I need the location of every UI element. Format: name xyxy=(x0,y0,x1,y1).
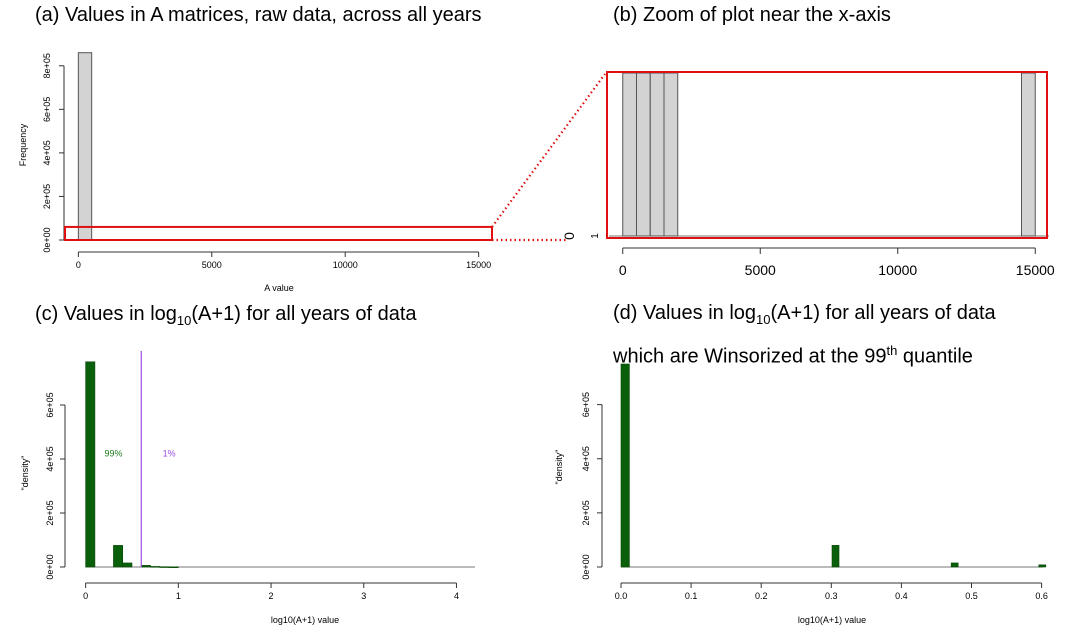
a-x-tick-label: 10000 xyxy=(333,260,358,270)
b-hist-bar xyxy=(636,72,651,237)
panel-d-title-line2-pre: which are Winsorized at the 99 xyxy=(613,345,887,368)
a-zoom-region-box xyxy=(64,225,493,242)
d-y-tick-label: 2e+05 xyxy=(581,500,591,525)
c-x-tick-label: 3 xyxy=(361,591,366,601)
panel-c-title-pre: (c) Values in log xyxy=(35,303,177,325)
a-x-tick-label: 15000 xyxy=(466,260,491,270)
c-x-tick-label: 2 xyxy=(269,591,274,601)
c-hist-bar xyxy=(168,566,179,568)
panel-d-title-line1-post: (A+1) for all years of data xyxy=(770,302,996,324)
a-y-tick-label: 6e+05 xyxy=(42,97,52,122)
panel-d-title-line2-post: quantile xyxy=(897,345,973,368)
b-x-tick-label: 10000 xyxy=(878,262,917,278)
d-y-axis-label: "density" xyxy=(554,450,564,485)
d-x-axis-label: log10(A+1) value xyxy=(798,615,866,625)
b-hist-bar xyxy=(663,72,679,237)
a-y-axis-label: Frequency xyxy=(18,123,28,166)
b-y-tick-label: 1 xyxy=(590,233,601,239)
d-x-tick-label: 0.2 xyxy=(755,591,768,601)
panel-a-title: (a) Values in A matrices, raw data, acro… xyxy=(35,4,481,27)
d-x-tick-label: 0.5 xyxy=(965,591,978,601)
c-annotation: 99% xyxy=(104,448,122,458)
panel-a-title-text: (a) Values in A matrices, raw data, acro… xyxy=(35,4,482,26)
d-x-tick-label: 0.4 xyxy=(895,591,908,601)
panel-d-title-line2-superscript: th xyxy=(886,343,898,358)
zoom-connector-top xyxy=(491,73,606,228)
b-hist-bar xyxy=(649,72,665,237)
a-x-tick-label: 5000 xyxy=(202,260,222,270)
d-x-tick-label: 0.6 xyxy=(1035,591,1048,601)
c-hist-bar xyxy=(85,361,96,568)
c-x-axis-label: log10(A+1) value xyxy=(271,615,339,625)
a-y-tick-label: 0e+00 xyxy=(42,227,52,252)
panel-c-chart: 99% 1% 0e+00 2e+05 4e+05 6e+05 0 1 2 3 4 log10(A+1)… xyxy=(20,351,475,625)
c-y-tick-label: 6e+05 xyxy=(45,392,55,417)
c-annotation: 1% xyxy=(163,448,176,458)
panel-b-chart: 0 1 0 5000 10000 15000 xyxy=(561,71,1055,278)
d-hist-bar xyxy=(950,562,959,568)
c-x-tick-label: 1 xyxy=(176,591,181,601)
panel-b-title: (b) Zoom of plot near the x-axis xyxy=(613,4,891,27)
d-hist-bar xyxy=(620,363,630,568)
a-y-tick-label: 8e+05 xyxy=(42,53,52,78)
c-y-tick-label: 2e+05 xyxy=(45,500,55,525)
panel-d-title-line2: which are Winsorized at the 99th quantil… xyxy=(613,335,996,373)
b-x-tick-label: 0 xyxy=(619,262,627,278)
c-hist-bar xyxy=(150,566,161,568)
c-hist-bar xyxy=(113,545,124,568)
d-hist-bar xyxy=(1038,564,1047,568)
d-hist-bar xyxy=(831,545,840,568)
panel-c-title: (c) Values in log10(A+1) for all years o… xyxy=(35,303,417,328)
a-x-tick-label: 0 xyxy=(76,260,81,270)
c-y-axis-label: "density" xyxy=(20,456,30,491)
d-x-tick-label: 0.0 xyxy=(615,591,628,601)
panel-a-chart: 0e+00 2e+05 4e+05 6e+05 8e+05 0 5000 10000 15000… xyxy=(18,52,606,293)
panel-c-title-subscript: 10 xyxy=(176,313,192,328)
d-x-tick-label: 0.1 xyxy=(685,591,698,601)
a-hist-bar xyxy=(77,52,93,241)
b-y-tick-label: 0 xyxy=(561,232,577,240)
b-x-tick-label: 15000 xyxy=(1016,262,1055,278)
panel-d-title-line1: (d) Values in log10(A+1) for all years o… xyxy=(613,298,996,335)
b-zoom-frame xyxy=(606,71,1048,239)
panel-d-title: (d) Values in log10(A+1) for all years o… xyxy=(613,298,996,373)
a-y-tick-label: 4e+05 xyxy=(42,140,52,165)
c-y-tick-label: 0e+00 xyxy=(45,554,55,579)
d-y-tick-label: 6e+05 xyxy=(581,392,591,417)
c-hist-bar xyxy=(140,565,151,568)
panel-d-chart: 0e+00 2e+05 4e+05 6e+05 0.0 0.1 0.2 0.3 0.4 0.5 0.… xyxy=(554,363,1048,625)
a-x-axis-label: A value xyxy=(264,283,294,293)
c-x-tick-label: 0 xyxy=(83,591,88,601)
d-x-tick-label: 0.3 xyxy=(825,591,838,601)
panel-b-title-text: (b) Zoom of plot near the x-axis xyxy=(613,4,891,26)
c-hist-bar xyxy=(159,566,170,568)
panel-c-title-post: (A+1) for all years of data xyxy=(191,303,417,325)
b-hist-bar xyxy=(622,72,637,237)
panel-d-title-line1-subscript: 10 xyxy=(756,312,771,327)
c-y-tick-label: 4e+05 xyxy=(45,446,55,471)
a-y-tick-label: 2e+05 xyxy=(42,184,52,209)
d-y-tick-label: 0e+00 xyxy=(581,554,591,579)
panel-d-title-line1-pre: (d) Values in log xyxy=(613,302,757,324)
b-hist-bar xyxy=(1021,72,1036,237)
c-x-tick-label: 4 xyxy=(454,591,459,601)
b-x-tick-label: 5000 xyxy=(745,262,776,278)
d-y-tick-label: 4e+05 xyxy=(581,446,591,471)
c-hist-bar xyxy=(122,562,133,568)
